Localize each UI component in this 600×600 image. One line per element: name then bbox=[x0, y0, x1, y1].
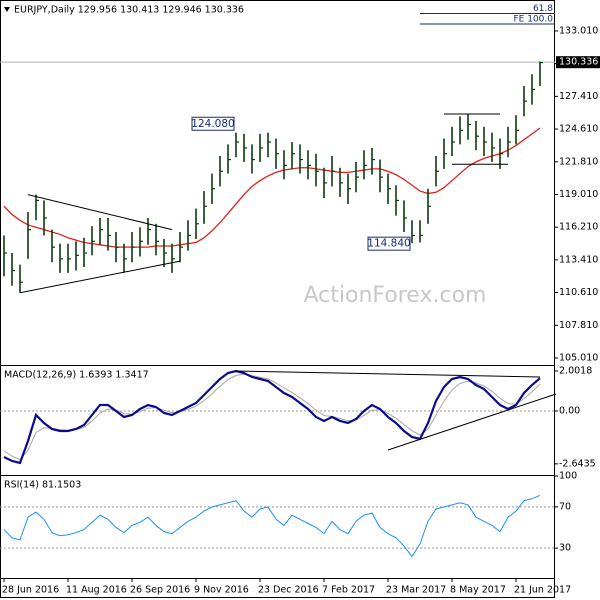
annotation-label: 124.080 bbox=[191, 118, 234, 130]
y-tick-label: 105.010 bbox=[559, 352, 598, 363]
indicator-line bbox=[3, 373, 541, 461]
panel-title: MACD(12,26,9) 1.6393 1.3417 bbox=[4, 370, 149, 381]
x-tick-label: 9 Nov 2016 bbox=[194, 585, 249, 596]
annotation-label: 114.840 bbox=[367, 238, 410, 250]
x-tick-label: 11 Aug 2016 bbox=[66, 585, 127, 596]
y-tick-label: 124.610 bbox=[559, 124, 598, 135]
x-tick-label: 7 Feb 2017 bbox=[322, 585, 375, 596]
trendline bbox=[19, 260, 181, 294]
trendline bbox=[27, 194, 173, 231]
x-tick-label: 21 Jun 2017 bbox=[514, 585, 571, 596]
trendline bbox=[235, 370, 541, 378]
y-tick-label: 121.810 bbox=[559, 156, 598, 167]
y-tick-label: 2.0018 bbox=[559, 365, 592, 376]
indicator-line bbox=[3, 369, 541, 465]
watermark: ActionForex.com bbox=[304, 283, 487, 308]
y-tick-label: 127.410 bbox=[559, 91, 598, 102]
y-tick-label: 107.810 bbox=[559, 320, 598, 331]
level-label: 61.8 bbox=[533, 4, 553, 14]
y-tick-label: -2.6435 bbox=[559, 458, 596, 469]
symbol-icon bbox=[4, 7, 10, 12]
y-tick-label: 110.610 bbox=[559, 287, 598, 298]
y-tick-label: 113.410 bbox=[559, 254, 598, 265]
annotation-box bbox=[191, 116, 235, 131]
moving-average bbox=[3, 127, 541, 248]
y-tick-label: 70 bbox=[559, 501, 571, 512]
panel-title: RSI(14) 81.1503 bbox=[4, 480, 81, 491]
x-tick-label: 28 Jun 2016 bbox=[2, 585, 59, 596]
annotation-box bbox=[367, 236, 411, 251]
x-tick-label: 8 May 2017 bbox=[450, 585, 506, 596]
x-tick-label: 23 Mar 2017 bbox=[386, 585, 446, 596]
y-tick-label: 0.00 bbox=[559, 406, 580, 417]
last-price-box bbox=[556, 56, 600, 69]
y-tick-label: 30 bbox=[559, 543, 571, 554]
y-tick-label: 100 bbox=[559, 471, 577, 482]
x-tick-label: 26 Sep 2016 bbox=[130, 585, 190, 596]
last-price-label: 130.336 bbox=[559, 57, 598, 68]
y-tick-label: 116.210 bbox=[559, 222, 598, 233]
trendline bbox=[387, 393, 557, 451]
x-tick-label: 23 Dec 2016 bbox=[258, 585, 319, 596]
y-tick-label: 119.010 bbox=[559, 189, 598, 200]
plot-frame bbox=[0, 0, 555, 598]
y-tick-label: 133.010 bbox=[559, 25, 598, 36]
level-label: FE 100.0 bbox=[514, 15, 554, 25]
panel-title: EURJPY,Daily 129.956 130.413 129.946 130… bbox=[14, 5, 244, 16]
indicator-line bbox=[3, 494, 541, 558]
